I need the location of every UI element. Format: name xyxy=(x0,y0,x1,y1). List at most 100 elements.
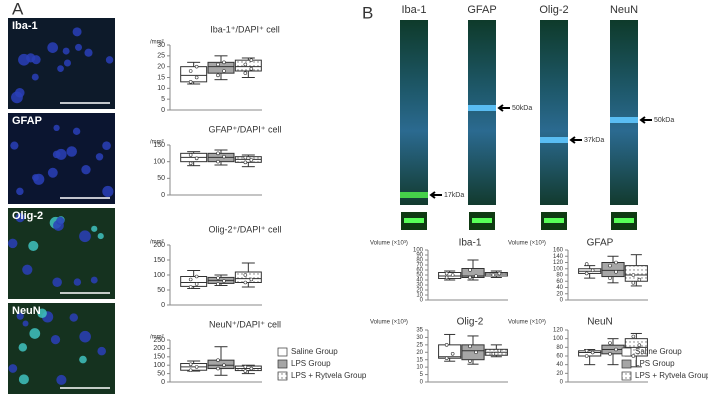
y-tick-label: 10 xyxy=(157,85,165,92)
data-point xyxy=(216,276,220,280)
y-tick-label: 0 xyxy=(560,380,564,386)
legend-label: LPS + Rytvela Group xyxy=(291,371,367,380)
nucleus xyxy=(105,56,114,64)
data-point xyxy=(584,271,589,276)
data-point xyxy=(222,69,226,73)
blot-band xyxy=(400,192,428,198)
y-tick-label: 50 xyxy=(416,273,423,279)
chart-title: GFAP⁺/DAPI⁺ cell xyxy=(208,124,281,134)
nucleus xyxy=(97,233,104,240)
y-tick-label: 60 xyxy=(556,354,563,360)
nucleus xyxy=(66,146,77,157)
nucleus xyxy=(102,185,114,198)
nucleus xyxy=(56,374,67,385)
data-point xyxy=(216,62,220,67)
chart-title: Iba-1⁺/DAPI⁺ cell xyxy=(210,24,280,34)
y-tick-label: 50 xyxy=(157,287,165,294)
y-tick-label: 50 xyxy=(157,175,165,182)
blot-band xyxy=(468,105,496,111)
y-tick-label: 150 xyxy=(153,142,165,149)
nucleus xyxy=(28,240,39,251)
y-tick-label: 0 xyxy=(420,380,424,386)
y-tick-label: 100 xyxy=(413,248,424,254)
blot-crop-band xyxy=(614,218,634,223)
blot-lane xyxy=(468,20,496,205)
data-point xyxy=(243,62,248,67)
legend-label: Saline Group xyxy=(291,347,338,356)
data-point xyxy=(243,155,248,160)
data-point xyxy=(608,263,612,268)
image-label: NeuN xyxy=(12,305,41,317)
data-point xyxy=(216,73,220,78)
data-point xyxy=(614,270,618,274)
y-tick-label: 40 xyxy=(556,362,563,368)
data-point xyxy=(194,365,199,369)
nucleus xyxy=(52,150,61,159)
y-tick-label: 35 xyxy=(416,328,423,334)
y-tick-label: 150 xyxy=(153,257,165,264)
y-axis-label: Volume (×10³) xyxy=(370,320,408,326)
legend-label: LPS Group xyxy=(635,359,675,368)
y-tick-label: 100 xyxy=(553,336,564,342)
data-point xyxy=(222,363,226,368)
chart-title: NeuN xyxy=(587,317,613,328)
data-point xyxy=(444,275,449,280)
data-point xyxy=(474,350,478,355)
y-tick-label: 250 xyxy=(153,337,165,344)
y-tick-label: 100 xyxy=(553,266,564,272)
nucleus xyxy=(79,355,87,364)
data-point xyxy=(474,274,478,278)
blot-lane xyxy=(400,20,428,205)
blot-lane xyxy=(540,20,568,205)
data-point xyxy=(468,268,472,272)
nucleus xyxy=(37,308,47,319)
y-tick-label: 20 xyxy=(157,64,165,71)
data-point xyxy=(194,282,199,286)
box xyxy=(180,276,208,287)
y-axis-label: /mm² xyxy=(150,40,164,46)
data-point xyxy=(243,71,248,75)
y-tick-label: 80 xyxy=(556,345,563,351)
y-tick-label: 10 xyxy=(416,365,423,371)
blot-label: Iba-1 xyxy=(401,4,426,16)
image-label: Iba-1 xyxy=(12,20,38,32)
box xyxy=(461,344,485,361)
y-tick-label: 150 xyxy=(153,354,165,361)
data-point xyxy=(497,348,502,353)
data-point xyxy=(222,60,226,65)
data-point xyxy=(491,273,496,277)
data-point xyxy=(444,271,449,276)
y-tick-label: 0 xyxy=(161,107,165,114)
y-tick-label: 120 xyxy=(553,260,564,266)
y-tick-label: 40 xyxy=(556,285,563,291)
marker-label: 17kDa xyxy=(444,192,464,199)
data-point xyxy=(188,161,193,166)
nucleus xyxy=(84,48,93,57)
legend-swatch xyxy=(621,371,632,381)
data-point xyxy=(188,80,193,84)
data-point xyxy=(194,274,199,279)
y-tick-label: 30 xyxy=(416,283,423,289)
nucleus xyxy=(18,343,28,352)
blot-label: GFAP xyxy=(467,4,496,16)
y-tick-label: 30 xyxy=(157,42,165,49)
chart-title: NeuN⁺/DAPI⁺ cell xyxy=(209,319,281,329)
y-tick-label: 15 xyxy=(416,357,423,363)
arrow xyxy=(639,116,652,124)
panel-label: A xyxy=(12,0,24,18)
data-point xyxy=(631,273,636,277)
data-point xyxy=(216,282,220,286)
nucleus xyxy=(47,42,59,53)
data-point xyxy=(584,354,589,358)
nucleus xyxy=(75,43,83,51)
nucleus xyxy=(31,73,39,81)
data-point xyxy=(444,343,449,347)
data-point xyxy=(631,334,636,339)
y-axis-label: /mm² xyxy=(150,240,164,246)
y-tick-label: 30 xyxy=(416,335,423,341)
data-point xyxy=(188,368,193,373)
y-tick-label: 40 xyxy=(416,278,423,284)
y-tick-label: 50 xyxy=(157,370,165,377)
nucleus xyxy=(18,374,29,385)
y-tick-label: 0 xyxy=(161,302,165,309)
